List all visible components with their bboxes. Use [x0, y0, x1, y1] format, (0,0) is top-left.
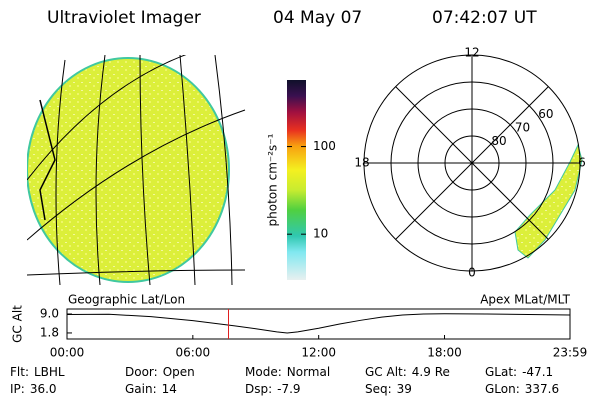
- field-label: GC Alt:: [365, 365, 407, 379]
- mlt-label: 18: [354, 156, 369, 170]
- field-label: Gain:: [125, 382, 157, 396]
- lat-ring: [417, 108, 527, 218]
- status-field: GLat: -47.1: [485, 365, 553, 379]
- field-value: 4.9 Re: [412, 365, 450, 379]
- y-tick-label: 1.8: [40, 325, 59, 339]
- colorbar: [287, 80, 306, 280]
- x-tick-label: 12:00: [301, 346, 336, 360]
- field-value: 36.0: [30, 382, 57, 396]
- mlt-label: 0: [468, 266, 476, 280]
- y-axis-label: GC Alt: [11, 305, 25, 343]
- status-field: Gain: 14: [125, 382, 177, 396]
- field-label: Dsp:: [245, 382, 272, 396]
- status-field: Flt: LBHL: [10, 365, 65, 379]
- auroral-oval: [514, 143, 583, 259]
- altitude-line: [66, 313, 571, 334]
- x-tick-label: 18:00: [427, 346, 462, 360]
- field-label: GLat:: [485, 365, 517, 379]
- lat-label: 80: [491, 134, 506, 148]
- colorbar-tick-label: 100: [313, 139, 336, 153]
- field-value: 14: [162, 382, 177, 396]
- colorbar-label: photon cm⁻²s⁻¹: [266, 133, 280, 226]
- x-tick-label: 23:59: [553, 346, 588, 360]
- lat-label: 70: [515, 121, 530, 135]
- x-tick-label: 06:00: [176, 346, 211, 360]
- field-value: Open: [163, 365, 195, 379]
- status-field: Dsp: -7.9: [245, 382, 301, 396]
- status-field: Door: Open: [125, 365, 195, 379]
- status-field: Mode: Normal: [245, 365, 330, 379]
- field-label: Door:: [125, 365, 158, 379]
- field-label: GLon:: [485, 382, 520, 396]
- field-value: -47.1: [522, 365, 553, 379]
- mlt-label: 12: [464, 46, 479, 60]
- date: 04 May 07: [273, 8, 362, 28]
- status-field: GLon: 337.6: [485, 382, 559, 396]
- field-value: -7.9: [277, 382, 300, 396]
- lat-label: 60: [538, 107, 553, 121]
- field-value: LBHL: [34, 365, 65, 379]
- status-field: Seq: 39: [365, 382, 412, 396]
- field-label: Flt:: [10, 365, 29, 379]
- earth-image: [27, 55, 246, 285]
- lat-ring: [390, 81, 554, 245]
- status-field: GC Alt: 4.9 Re: [365, 365, 450, 379]
- field-label: Seq:: [365, 382, 392, 396]
- status-field: IP: 36.0: [10, 382, 57, 396]
- x-tick-label: 00:00: [50, 346, 85, 360]
- field-label: IP:: [10, 382, 25, 396]
- field-value: Normal: [287, 365, 330, 379]
- field-label: Mode:: [245, 365, 282, 379]
- mlt-label: 6: [578, 156, 586, 170]
- polar-label: Apex MLat/MLT: [480, 293, 570, 307]
- polar-grid: [363, 54, 581, 272]
- field-value: 39: [397, 382, 412, 396]
- time: 07:42:07 UT: [432, 8, 537, 28]
- map-grid: [27, 55, 246, 285]
- earth-disk: [27, 57, 230, 283]
- title: Ultraviolet Imager: [47, 8, 201, 28]
- colorbar-tick-label: 10: [313, 227, 328, 241]
- map-label: Geographic Lat/Lon: [68, 293, 185, 307]
- lat-ring: [444, 135, 500, 191]
- field-value: 337.6: [525, 382, 559, 396]
- y-tick-label: 9.0: [40, 307, 59, 321]
